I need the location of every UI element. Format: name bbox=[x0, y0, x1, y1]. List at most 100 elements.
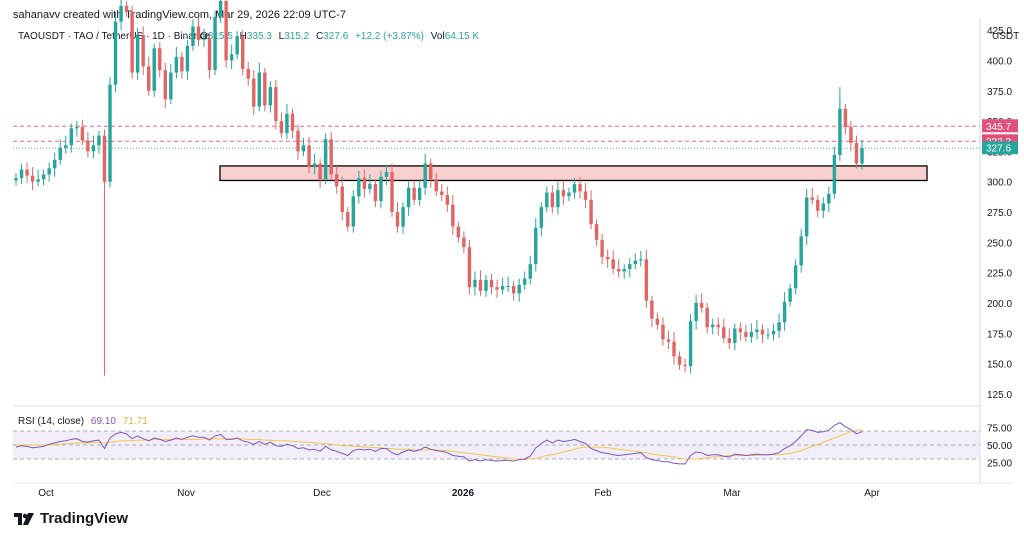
candle-body bbox=[235, 36, 239, 55]
low-value: 315.2 bbox=[284, 31, 309, 42]
high-value: 335.3 bbox=[247, 31, 272, 42]
candle-body bbox=[191, 26, 195, 46]
candle-body bbox=[672, 341, 676, 357]
candle-body bbox=[683, 364, 687, 366]
candle-body bbox=[346, 212, 350, 227]
candle-body bbox=[771, 330, 776, 335]
tradingview-logo-icon bbox=[14, 512, 34, 525]
candle-body bbox=[854, 142, 859, 164]
candle-body bbox=[539, 207, 544, 228]
candle-body bbox=[650, 300, 654, 319]
candle-body bbox=[224, 1, 228, 61]
candle-body bbox=[462, 237, 466, 248]
candle-body bbox=[113, 21, 118, 85]
rsi-legend: RSI (14, close) 69.10 71.71 bbox=[18, 416, 148, 427]
candle-body bbox=[473, 279, 477, 288]
rsi-value: 69.10 bbox=[91, 416, 116, 427]
candle-body bbox=[334, 174, 339, 187]
price-tag bbox=[982, 119, 1018, 133]
candle-body bbox=[246, 68, 250, 79]
rsi-title: RSI (14, close) bbox=[18, 416, 84, 427]
candle-body bbox=[500, 285, 505, 290]
candle-body bbox=[550, 192, 555, 208]
candle-body bbox=[357, 178, 361, 197]
candle-body bbox=[312, 163, 317, 168]
candle-body bbox=[821, 203, 826, 211]
candle-body bbox=[733, 328, 737, 343]
candle-body bbox=[229, 54, 234, 61]
candle-body bbox=[14, 178, 18, 181]
candle-body bbox=[860, 148, 864, 164]
candle-body bbox=[738, 328, 743, 333]
candle-body bbox=[379, 176, 383, 202]
low-label: L bbox=[279, 31, 285, 42]
candle-body bbox=[141, 34, 145, 67]
price-tag bbox=[982, 141, 1018, 155]
candle-body bbox=[445, 195, 450, 205]
candle-body bbox=[583, 191, 588, 200]
candle-body bbox=[240, 36, 245, 69]
support-zone bbox=[13, 125, 980, 182]
candle-body bbox=[639, 259, 643, 261]
time-tick-label: Dec bbox=[313, 488, 331, 499]
candle-body bbox=[218, 1, 223, 17]
candle-body bbox=[285, 113, 289, 134]
price-tag-label: 327.6 bbox=[986, 144, 1011, 155]
candle-body bbox=[401, 207, 405, 227]
price-tick-label: 125.0 bbox=[987, 390, 1012, 401]
rsi-ma-value: 71.71 bbox=[123, 416, 148, 427]
candle-body bbox=[517, 284, 521, 294]
candle-body bbox=[605, 256, 610, 260]
candle-body bbox=[688, 321, 693, 366]
candle-body bbox=[760, 329, 765, 335]
candle-body bbox=[793, 265, 798, 289]
candle-body bbox=[594, 224, 599, 240]
change-value: +12.2 (+3.87%) bbox=[355, 31, 424, 42]
candle-body bbox=[816, 199, 820, 211]
candle-body bbox=[633, 260, 638, 265]
tradingview-logo[interactable]: TradingView bbox=[14, 510, 128, 527]
time-tick-label: Nov bbox=[177, 488, 195, 499]
candle-body bbox=[290, 113, 295, 131]
candle-body bbox=[41, 174, 46, 180]
candle-body bbox=[843, 108, 848, 128]
candle-body bbox=[108, 84, 112, 182]
candle-body bbox=[849, 127, 853, 143]
candle-body bbox=[91, 145, 96, 152]
author-caption: sahanavv created with TradingView.com, M… bbox=[13, 9, 347, 21]
candle-body bbox=[185, 45, 190, 72]
price-tick-label: 200.0 bbox=[987, 299, 1012, 310]
price-tick-label: 225.0 bbox=[987, 269, 1012, 280]
candle-body bbox=[661, 324, 665, 340]
price-tick-label: 175.0 bbox=[987, 329, 1012, 340]
candle-body bbox=[567, 192, 571, 197]
vol-value: 64.15 K bbox=[445, 31, 480, 42]
candle-body bbox=[64, 145, 68, 148]
candle-body bbox=[124, 5, 129, 12]
time-tick-label: Apr bbox=[864, 488, 880, 499]
time-tick-label: Mar bbox=[723, 488, 741, 499]
candle-body bbox=[428, 163, 433, 180]
candle-body bbox=[169, 72, 173, 100]
close-label: C bbox=[316, 31, 323, 42]
price-tick-label: 400.0 bbox=[987, 56, 1012, 67]
candle-body bbox=[58, 147, 62, 160]
candle-body bbox=[180, 56, 184, 72]
candle-body bbox=[36, 179, 40, 182]
candle-body bbox=[832, 155, 837, 194]
candle-body bbox=[727, 338, 732, 343]
candle-body bbox=[406, 187, 411, 208]
candle-body bbox=[146, 66, 151, 91]
candle-body bbox=[202, 38, 206, 40]
candle-body bbox=[616, 268, 621, 272]
price-tick-label: 300.0 bbox=[987, 178, 1012, 189]
candle-body bbox=[804, 197, 809, 237]
candle-body bbox=[152, 48, 156, 91]
candle-body bbox=[307, 145, 311, 168]
price-tag-label: 345.7 bbox=[986, 122, 1011, 133]
candle-body bbox=[19, 169, 24, 179]
candle-body bbox=[506, 285, 510, 287]
candle-body bbox=[456, 226, 461, 238]
grid bbox=[13, 18, 1014, 484]
